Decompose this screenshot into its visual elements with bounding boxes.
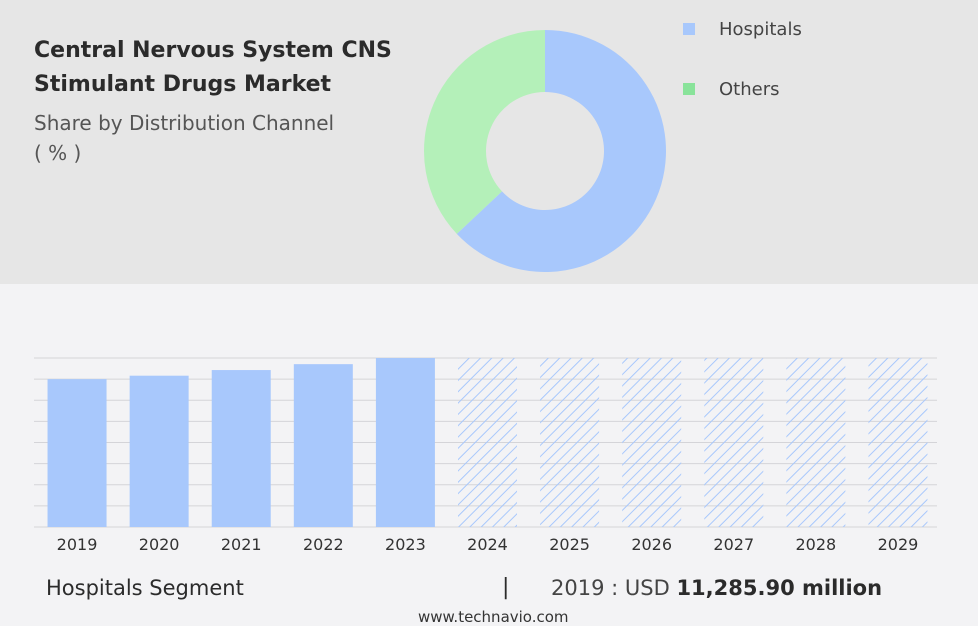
donut-slice-hospitals [456,30,667,272]
x-tick-label: 2025 [549,535,590,554]
legend: Hospitals Others [683,14,802,134]
forecast-bar-2027 [704,358,764,527]
x-tick-label: 2019 [57,535,98,554]
x-tick-label: 2024 [467,535,508,554]
bar-2022 [293,364,353,527]
bar-2020 [129,375,189,527]
x-tick-label: 2026 [631,535,672,554]
x-tick-label: 2021 [221,535,262,554]
bar-chart: 2019 2020 2021 2022 2023 2024 2025 2026 2027 2028… [34,357,937,554]
bar-2023 [375,358,435,527]
legend-swatch-others [683,83,695,95]
chart-subtitle: Share by Distribution Channel [34,111,335,135]
bar-2019 [47,379,107,527]
forecast-bar-2028 [786,358,846,527]
donut-slice-others [423,30,545,234]
segment-value: 2019 : USD 11,285.90 million [551,576,882,600]
x-tick-label: 2027 [713,535,754,554]
value-amount: 11,285.90 million [676,576,883,600]
x-tick-label: 2023 [385,535,426,554]
segment-label: Hospitals Segment [46,576,244,600]
legend-item-hospitals: Hospitals [683,14,802,44]
bar-2021 [211,370,271,527]
year-label: 2019 : USD [551,576,670,600]
forecast-bar-2025 [540,358,600,527]
legend-label-others: Others [719,78,780,100]
chart-title: Central Nervous System CNS Stimulant Dru… [34,38,392,97]
forecast-bar-2029 [868,358,928,527]
legend-label-hospitals: Hospitals [719,18,802,40]
footer-separator: | [502,575,510,600]
x-tick-label: 2029 [878,535,919,554]
x-tick-label: 2022 [303,535,344,554]
donut-chart [423,30,667,272]
legend-item-others: Others [683,74,802,104]
source-link[interactable]: www.technavio.com [418,608,569,626]
forecast-bar-2024 [458,358,517,527]
legend-swatch-hospitals [683,23,695,35]
x-tick-label: 2020 [139,535,180,554]
x-tick-label: 2028 [796,535,837,554]
forecast-bar-2026 [622,358,682,527]
unit-label: ( % ) [34,141,82,165]
